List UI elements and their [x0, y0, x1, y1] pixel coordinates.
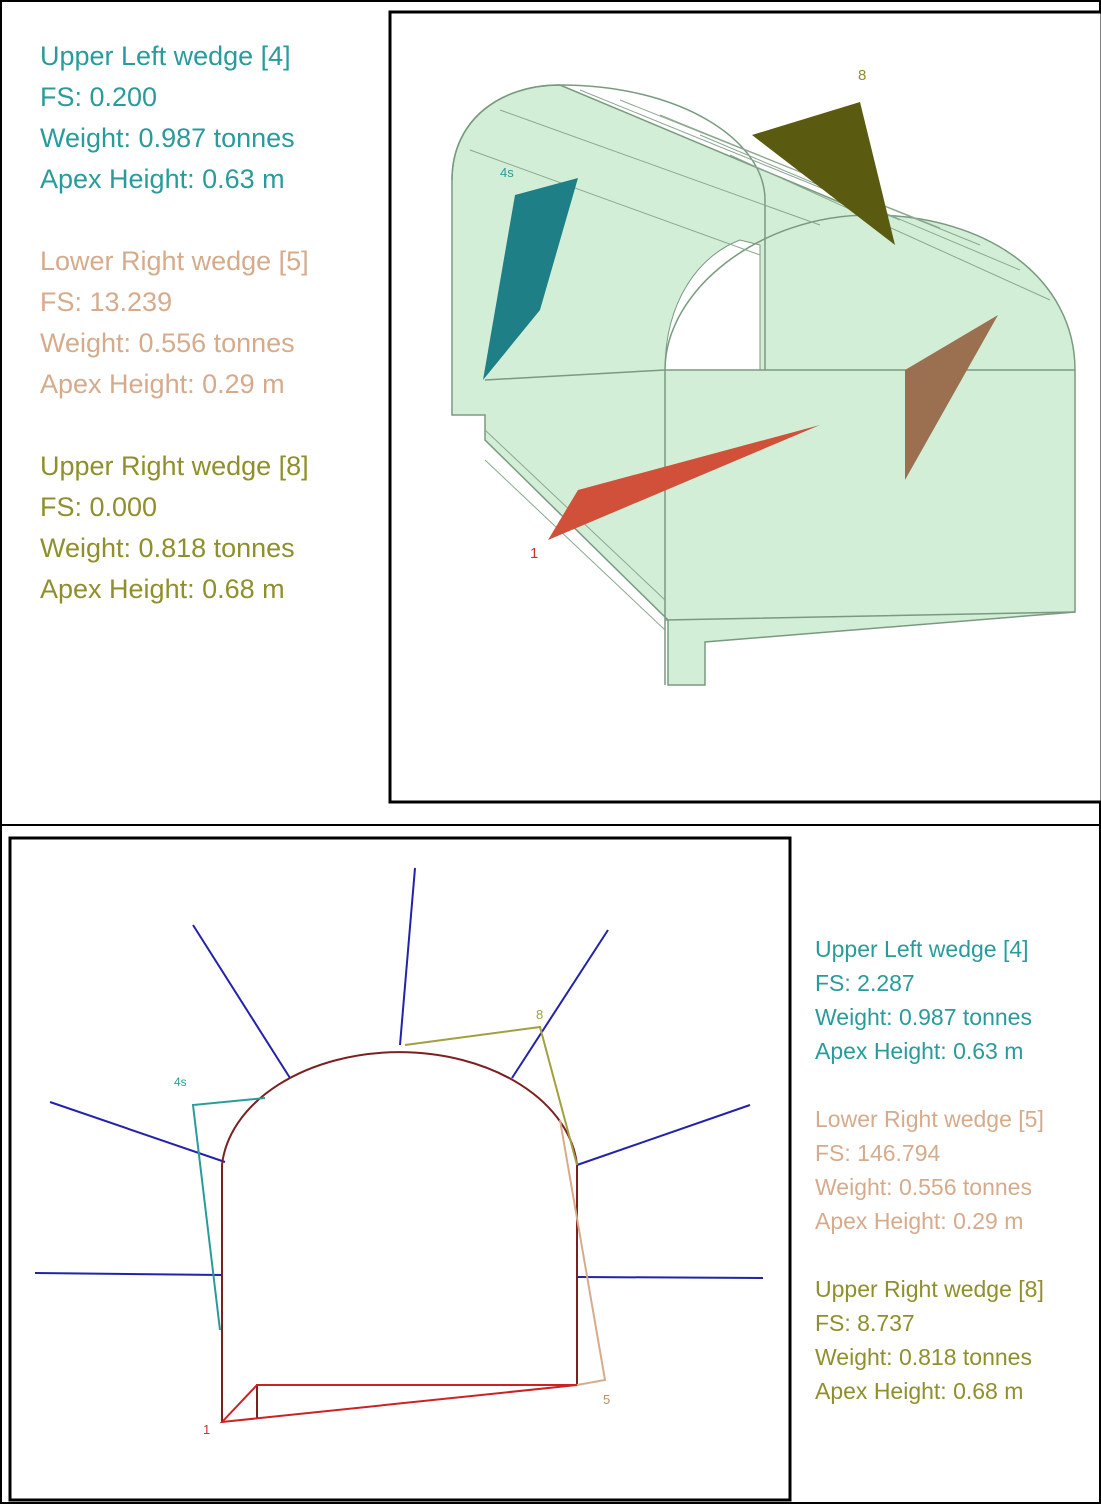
- title: Upper Left wedge [4]: [815, 936, 1029, 962]
- wedge-4: [483, 178, 578, 380]
- apex: Apex Height: 0.29 m: [815, 1208, 1024, 1234]
- title: Lower Right wedge [5]: [40, 246, 309, 276]
- wedge-label: 1: [203, 1422, 210, 1437]
- weight: Weight: 0.556 tonnes: [815, 1174, 1032, 1200]
- title: Upper Left wedge [4]: [40, 41, 291, 71]
- wedge-label: 5: [603, 1392, 610, 1407]
- wedge-label: 8: [536, 1007, 543, 1022]
- wedge-info: Lower Right wedge [5] FS: 146.794 Weight: …: [815, 1102, 1044, 1238]
- wedge-label: 4s: [174, 1075, 187, 1089]
- wedge-1: [219, 1384, 578, 1424]
- apex: Apex Height: 0.68 m: [815, 1378, 1024, 1404]
- title: Upper Right wedge [8]: [815, 1276, 1044, 1302]
- wedge-1: [548, 425, 820, 540]
- wedge-info: Upper Left wedge [4] FS: 0.200 Weight: 0.9…: [40, 36, 309, 200]
- wedge-8: [404, 1025, 578, 1166]
- fs: FS: 0.200: [40, 82, 158, 112]
- view-2d: [8, 836, 792, 1502]
- fs: FS: 0.000: [40, 492, 158, 522]
- apex: Apex Height: 0.29 m: [40, 369, 285, 399]
- wedge-label: 1: [530, 545, 538, 562]
- wedge-info: Upper Right wedge [8] FS: 8.737 Weight: 0.…: [815, 1272, 1044, 1408]
- fs: FS: 8.737: [815, 1310, 915, 1336]
- wedge-8: [752, 102, 895, 245]
- bottom-info: Upper Left wedge [4] FS: 2.287 Weight: 0.9…: [815, 932, 1044, 1442]
- wedge-4: [191, 1097, 266, 1331]
- tunnel-outline: [221, 1051, 578, 1422]
- weight: Weight: 0.818 tonnes: [815, 1344, 1032, 1370]
- wedge-5: [559, 1119, 607, 1386]
- apex: Apex Height: 0.68 m: [40, 574, 285, 604]
- fs: FS: 13.239: [40, 287, 173, 317]
- apex: Apex Height: 0.63 m: [815, 1038, 1024, 1064]
- apex: Apex Height: 0.63 m: [40, 164, 285, 194]
- fs: FS: 146.794: [815, 1140, 941, 1166]
- title: Lower Right wedge [5]: [815, 1106, 1044, 1132]
- wedge-info: Upper Right wedge [8] FS: 0.000 Weight: 0.…: [40, 446, 309, 610]
- tunnel-opening: [664, 239, 761, 371]
- wedge-5: [905, 315, 998, 480]
- weight: Weight: 0.987 tonnes: [40, 123, 295, 153]
- wedge-label: 8: [858, 67, 866, 84]
- top-info: Upper Left wedge [4] FS: 0.200 Weight: 0.9…: [40, 36, 309, 651]
- weight: Weight: 0.556 tonnes: [40, 328, 295, 358]
- weight: Weight: 0.818 tonnes: [40, 533, 295, 563]
- title: Upper Right wedge [8]: [40, 451, 309, 481]
- fs: FS: 2.287: [815, 970, 915, 996]
- wedge-info: Lower Right wedge [5] FS: 13.239 Weight: 0…: [40, 241, 309, 405]
- bolts: [34, 867, 764, 1279]
- weight: Weight: 0.987 tonnes: [815, 1004, 1032, 1030]
- wedge-label: 4s: [500, 165, 514, 180]
- back-portal: [451, 84, 766, 370]
- front-portal: [484, 214, 1076, 685]
- wedge-info: Upper Left wedge [4] FS: 2.287 Weight: 0.9…: [815, 932, 1044, 1068]
